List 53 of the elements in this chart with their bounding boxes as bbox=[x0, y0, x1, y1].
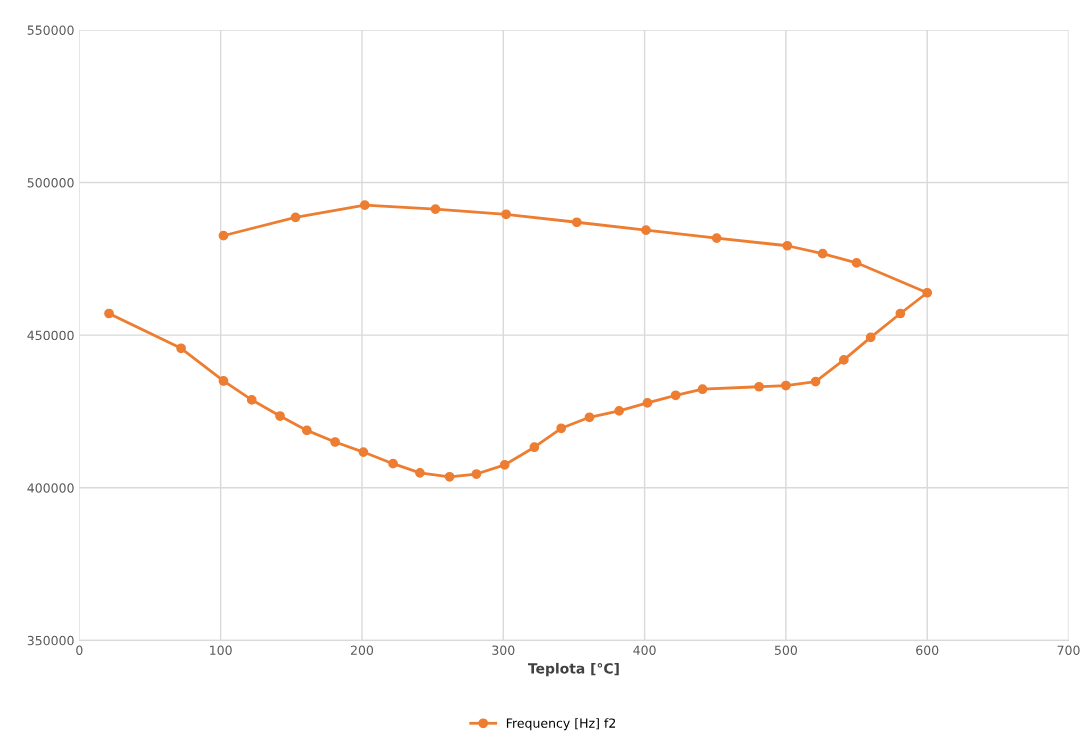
point bbox=[571, 217, 582, 228]
point bbox=[388, 458, 398, 469]
point bbox=[782, 240, 793, 251]
point bbox=[641, 225, 651, 236]
point bbox=[218, 376, 229, 386]
point bbox=[697, 384, 708, 395]
point bbox=[444, 471, 455, 482]
y-tick-label: 550000 bbox=[27, 25, 74, 35]
point bbox=[556, 423, 567, 434]
y-tick-label: 500000 bbox=[27, 178, 74, 188]
point bbox=[614, 406, 625, 416]
point bbox=[415, 467, 425, 478]
point bbox=[529, 442, 540, 453]
y-tick-label: 450000 bbox=[27, 330, 74, 341]
point bbox=[670, 390, 681, 401]
point bbox=[642, 398, 653, 408]
point bbox=[358, 447, 369, 457]
point bbox=[104, 308, 114, 319]
point bbox=[817, 248, 828, 259]
point bbox=[810, 376, 821, 387]
x-tick-label: 400 bbox=[633, 645, 656, 655]
point bbox=[176, 343, 186, 354]
point bbox=[359, 200, 370, 211]
x-tick-label: 0 bbox=[76, 645, 83, 655]
point bbox=[895, 308, 906, 319]
point bbox=[922, 287, 933, 298]
point bbox=[290, 212, 301, 223]
x-tick-label: 200 bbox=[350, 645, 374, 655]
point bbox=[584, 412, 595, 423]
point bbox=[711, 233, 722, 243]
x-tick-label: 500 bbox=[774, 645, 797, 655]
point bbox=[246, 395, 257, 405]
x-tick-label: 300 bbox=[492, 645, 515, 655]
point bbox=[430, 204, 441, 214]
x-axis-title: Teplota [°C] bbox=[528, 662, 619, 677]
point bbox=[865, 332, 876, 343]
point bbox=[330, 437, 340, 447]
point bbox=[781, 380, 791, 391]
point bbox=[275, 411, 285, 421]
y-tick-label: 400000 bbox=[27, 483, 74, 493]
legend-label: Frequency [Hz] f2 bbox=[506, 718, 616, 731]
point bbox=[838, 355, 849, 365]
x-tick-label: 600 bbox=[916, 645, 939, 655]
point bbox=[501, 209, 511, 220]
point bbox=[754, 381, 764, 392]
point bbox=[218, 230, 229, 241]
point bbox=[301, 425, 312, 436]
point bbox=[471, 469, 482, 479]
y-tick-label: 350000 bbox=[27, 635, 74, 646]
point bbox=[499, 460, 510, 470]
point bbox=[851, 257, 862, 268]
x-tick-label: 100 bbox=[210, 645, 232, 655]
x-tick-label: 700 bbox=[1057, 645, 1080, 655]
